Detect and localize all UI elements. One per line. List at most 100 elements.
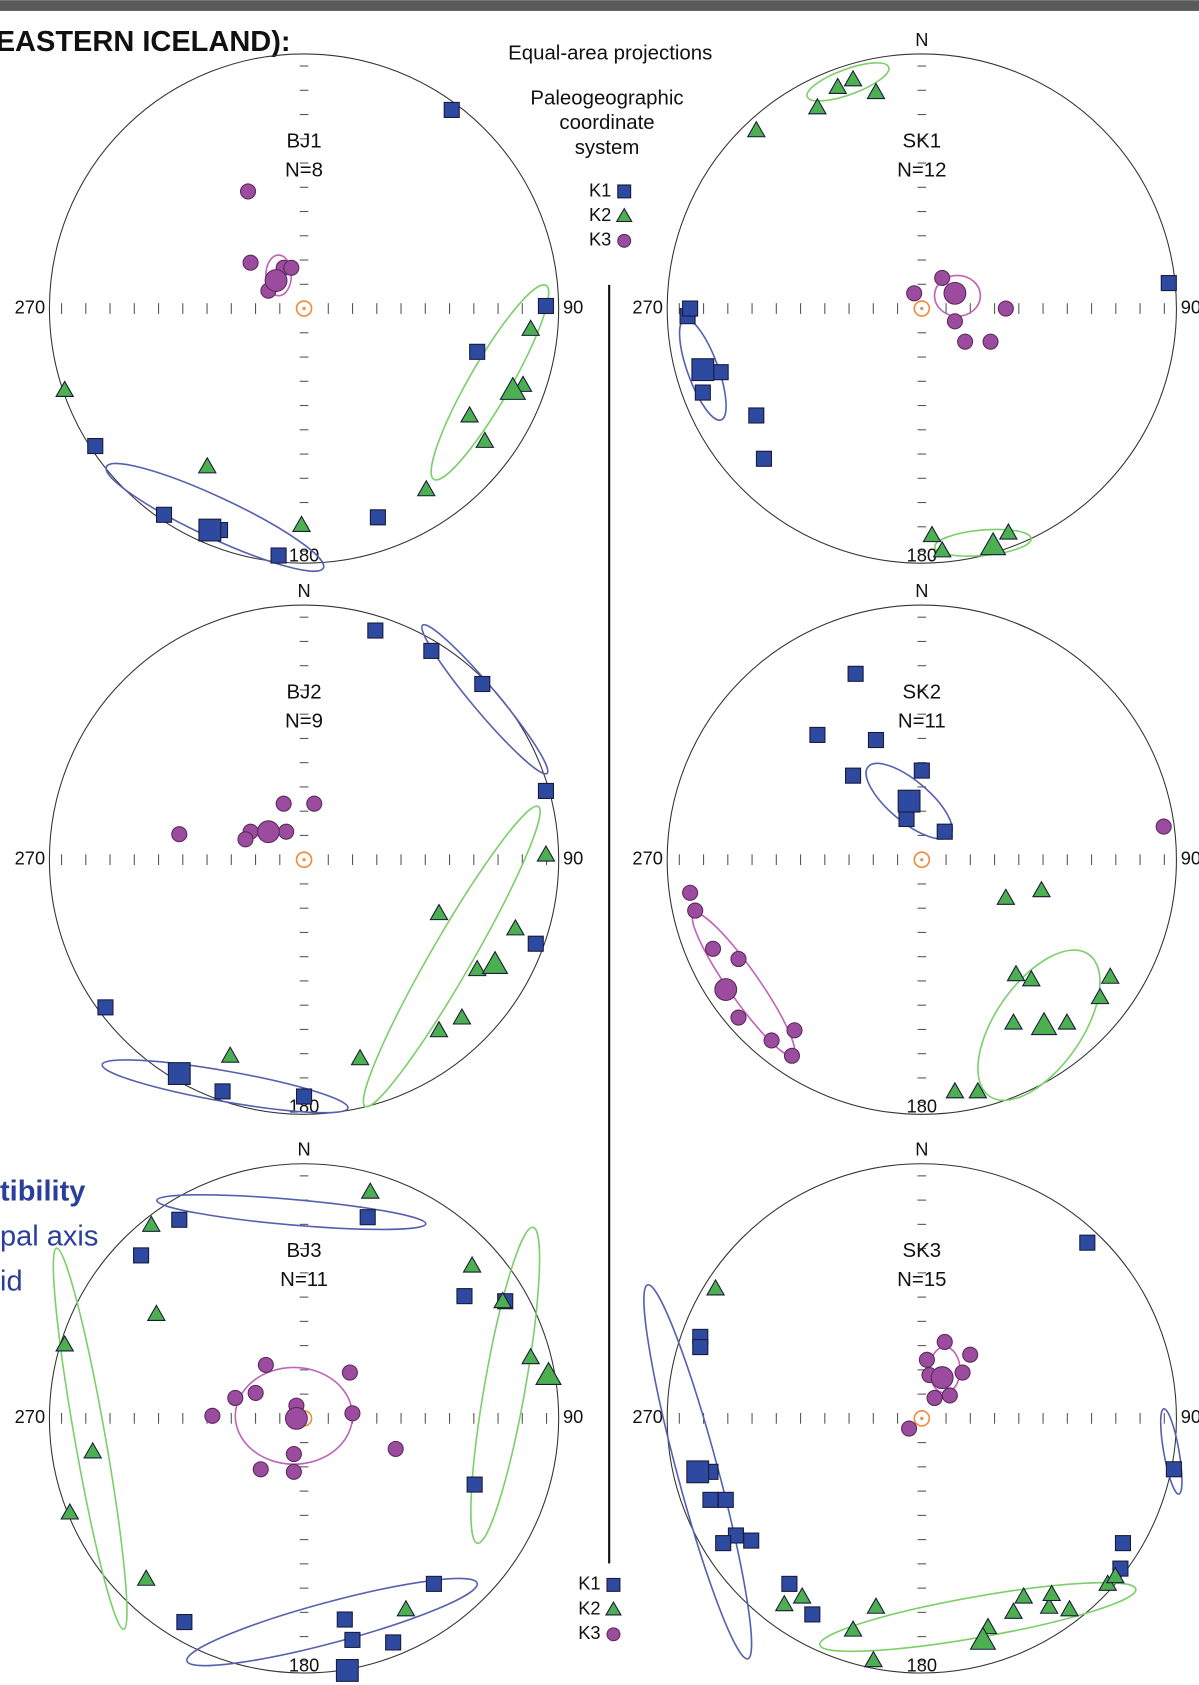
k3-marker	[286, 1464, 301, 1479]
k1-marker	[898, 790, 920, 812]
k2-marker	[397, 1601, 414, 1616]
center-dot	[302, 858, 305, 861]
system-line: coordinate	[559, 112, 654, 134]
k1-marker	[368, 623, 383, 638]
k1-marker	[937, 824, 952, 839]
k2-marker	[1007, 966, 1024, 981]
k3-marker	[683, 885, 698, 900]
k2-marker	[776, 1596, 793, 1611]
k2-marker	[293, 516, 310, 531]
north-label: N	[297, 1139, 310, 1160]
k3-marker	[205, 1408, 220, 1423]
k1-marker	[528, 936, 543, 951]
k1-marker	[337, 1612, 352, 1627]
k1-marker	[168, 1063, 190, 1085]
k2-marker	[844, 71, 861, 86]
k2-marker	[867, 1598, 884, 1613]
k3-marker	[307, 796, 322, 811]
k2-marker	[84, 1443, 101, 1458]
k1-marker	[386, 1635, 401, 1650]
k2-marker	[430, 1022, 447, 1037]
k1-marker	[756, 451, 771, 466]
k2-marker	[1005, 1014, 1022, 1029]
k2-marker	[222, 1047, 239, 1062]
k1-marker	[88, 439, 103, 454]
net-subtitle: N=15	[897, 1269, 946, 1291]
k1-marker	[271, 548, 286, 563]
k2-marker	[1023, 971, 1040, 986]
k2-marker	[1000, 524, 1017, 539]
north-label: N	[915, 580, 928, 601]
k3-marker	[919, 1352, 934, 1367]
center-dot	[920, 858, 923, 861]
legend-label: K2	[589, 204, 611, 225]
confidence-ellipse	[156, 1188, 427, 1237]
k1-marker	[172, 1212, 187, 1227]
legend-label: K3	[578, 1622, 600, 1643]
k1-marker	[98, 1000, 113, 1015]
k3-marker	[265, 270, 287, 292]
k1-marker	[782, 1576, 797, 1591]
k3-marker	[902, 1421, 917, 1436]
legend-label: K1	[589, 179, 611, 200]
k3-marker	[276, 796, 291, 811]
k2-marker	[56, 381, 73, 396]
west-label: 270	[632, 848, 662, 869]
net-subtitle: N=11	[898, 711, 946, 733]
k2-marker	[865, 1652, 882, 1667]
k1-marker	[444, 102, 459, 117]
k1-marker	[177, 1615, 192, 1630]
south-label: 180	[907, 1654, 937, 1675]
k1-marker	[297, 1089, 312, 1104]
net-title: BJ3	[286, 1240, 321, 1262]
k2-marker	[453, 1009, 470, 1024]
net-subtitle: N=11	[280, 1269, 328, 1291]
k2-marker	[199, 458, 216, 473]
k3-marker	[172, 827, 187, 842]
k3-marker	[935, 270, 950, 285]
legend-marker	[606, 1602, 621, 1615]
west-label: 270	[632, 296, 662, 317]
k2-marker	[1043, 1585, 1060, 1600]
k2-marker	[997, 889, 1014, 904]
k3-marker	[705, 941, 720, 956]
west-label: 270	[15, 1406, 45, 1427]
k1-marker	[475, 676, 490, 691]
k3-marker	[342, 1365, 357, 1380]
south-label: 180	[907, 1096, 937, 1117]
k2-marker	[138, 1570, 155, 1585]
k3-marker	[688, 903, 703, 918]
east-label: 90	[1181, 296, 1199, 317]
k2-marker	[537, 846, 554, 861]
k3-marker	[284, 260, 299, 275]
k1-marker	[749, 408, 764, 423]
center-dot	[920, 1417, 923, 1420]
confidence-ellipse	[98, 448, 332, 586]
side-text: pal axis	[0, 1221, 98, 1253]
k3-marker	[286, 1407, 308, 1429]
k1-marker	[683, 301, 698, 316]
k3-marker	[942, 1388, 957, 1403]
legend-label: K1	[578, 1573, 600, 1594]
k3-marker	[1156, 819, 1171, 834]
k1-marker	[810, 727, 825, 742]
k2-marker	[1005, 1603, 1022, 1618]
k1-marker	[914, 763, 929, 778]
k3-marker	[345, 1406, 360, 1421]
k2-marker	[362, 1183, 379, 1198]
k3-marker	[731, 951, 746, 966]
net-subtitle: N=9	[285, 711, 323, 733]
k3-marker	[958, 334, 973, 349]
k1-marker	[695, 385, 710, 400]
k1-marker	[199, 519, 221, 541]
k1-marker	[687, 1461, 709, 1483]
k2-marker	[923, 527, 940, 542]
k2-marker	[536, 1363, 561, 1385]
k2-marker	[946, 1083, 963, 1098]
k1-marker	[370, 510, 385, 525]
k3-marker	[388, 1441, 403, 1456]
k3-marker	[228, 1390, 243, 1405]
k1-marker	[693, 1340, 708, 1355]
confidence-ellipse	[42, 1246, 139, 1632]
net-title: BJ1	[286, 130, 321, 152]
